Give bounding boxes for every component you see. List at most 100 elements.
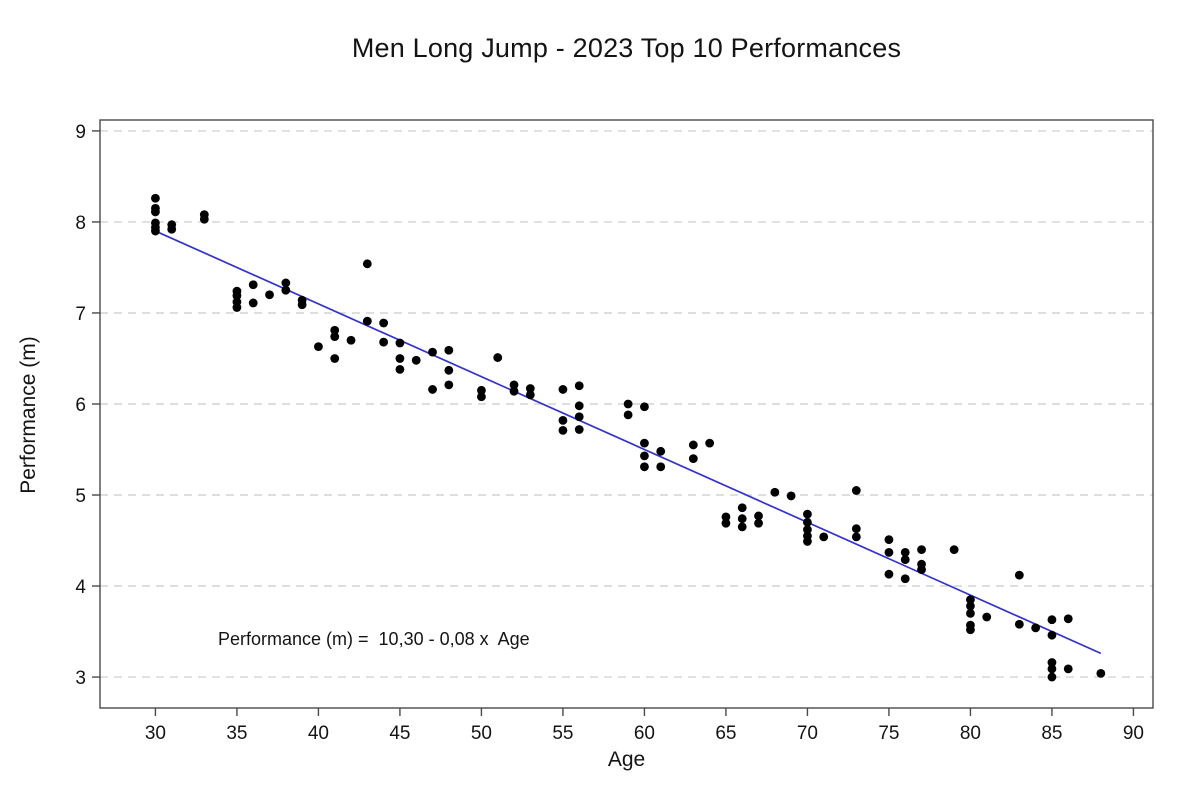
x-tick-label: 30 [145, 723, 166, 744]
data-point [966, 608, 975, 618]
plot-border [99, 119, 1154, 709]
data-point [151, 226, 160, 236]
data-point [558, 425, 568, 435]
data-point [574, 425, 584, 434]
x-tick-label: 55 [552, 723, 573, 744]
data-point [688, 440, 698, 450]
data-point [428, 385, 437, 394]
data-point [851, 524, 861, 534]
y-tick-label: 4 [75, 577, 86, 598]
data-point [884, 535, 894, 545]
data-point [395, 364, 405, 374]
data-point [1063, 614, 1073, 624]
data-point [900, 574, 910, 584]
data-point [444, 365, 454, 375]
data-point [248, 280, 258, 290]
data-point [623, 410, 633, 420]
y-tick-label: 8 [75, 213, 86, 234]
data-point [900, 547, 910, 557]
x-tick-label: 40 [308, 723, 329, 744]
data-point [754, 518, 763, 528]
data-point [688, 454, 698, 464]
data-point [917, 565, 926, 575]
data-point [803, 509, 812, 519]
data-point [1014, 619, 1024, 629]
data-point [640, 402, 649, 412]
data-point [265, 290, 274, 300]
data-point [346, 335, 356, 345]
data-point [493, 353, 503, 362]
data-point [966, 625, 975, 635]
data-point [232, 291, 242, 301]
data-point [884, 547, 894, 557]
y-tick-label: 6 [75, 395, 86, 416]
data-point [1014, 570, 1024, 580]
x-tick-label: 35 [226, 723, 247, 744]
data-point [428, 347, 437, 357]
data-point [656, 462, 666, 472]
y-axis-label: Performance (m) [17, 336, 40, 494]
data-point [151, 207, 160, 217]
data-point [1031, 623, 1041, 633]
data-point [770, 487, 780, 497]
data-point [558, 385, 568, 394]
data-point [1096, 669, 1106, 678]
data-point [167, 224, 177, 234]
data-point [330, 325, 340, 335]
data-point [803, 517, 812, 527]
data-point [362, 316, 372, 326]
data-point [362, 259, 372, 269]
data-point [574, 381, 584, 391]
data-point [1047, 664, 1057, 674]
x-tick-label: 80 [960, 723, 981, 744]
y-tick-label: 5 [75, 486, 86, 507]
data-point [656, 446, 666, 456]
x-tick-label: 45 [389, 723, 410, 744]
data-point [754, 511, 763, 521]
y-tick-label: 7 [75, 304, 86, 325]
data-point [395, 338, 405, 348]
data-point [640, 438, 649, 448]
data-point [477, 385, 486, 395]
x-tick-label: 65 [715, 723, 736, 744]
data-point [851, 532, 861, 542]
data-point [281, 285, 291, 295]
data-point [819, 532, 829, 542]
x-tick-label: 75 [878, 723, 899, 744]
x-tick-label: 50 [471, 723, 492, 744]
data-point [1047, 630, 1057, 640]
data-point [411, 355, 421, 365]
regression-line [155, 230, 1102, 655]
data-point [949, 545, 959, 555]
data-point [917, 545, 926, 555]
data-point [297, 300, 307, 310]
data-point [640, 462, 649, 472]
data-point [786, 491, 796, 501]
data-point [640, 451, 649, 461]
data-point [248, 298, 258, 308]
data-point [558, 415, 568, 425]
data-point [379, 337, 389, 347]
x-tick-label: 60 [634, 723, 655, 744]
data-point [509, 386, 519, 396]
y-tick-label: 9 [75, 122, 86, 143]
data-point [737, 522, 747, 532]
data-point [1047, 615, 1057, 625]
regression-equation: Performance (m) = 10,30 - 0,08 x Age [218, 629, 530, 649]
data-point [379, 318, 389, 328]
data-point [966, 601, 975, 611]
data-point [314, 342, 323, 352]
data-point [803, 537, 812, 546]
data-point [1047, 672, 1057, 682]
data-point [721, 518, 731, 528]
data-point [737, 514, 747, 524]
data-point [151, 193, 160, 203]
x-tick-label: 85 [1041, 723, 1062, 744]
data-point [509, 380, 519, 390]
data-point [884, 569, 894, 579]
x-tick-label: 70 [797, 723, 818, 744]
data-point [395, 354, 405, 363]
data-point [330, 354, 340, 363]
